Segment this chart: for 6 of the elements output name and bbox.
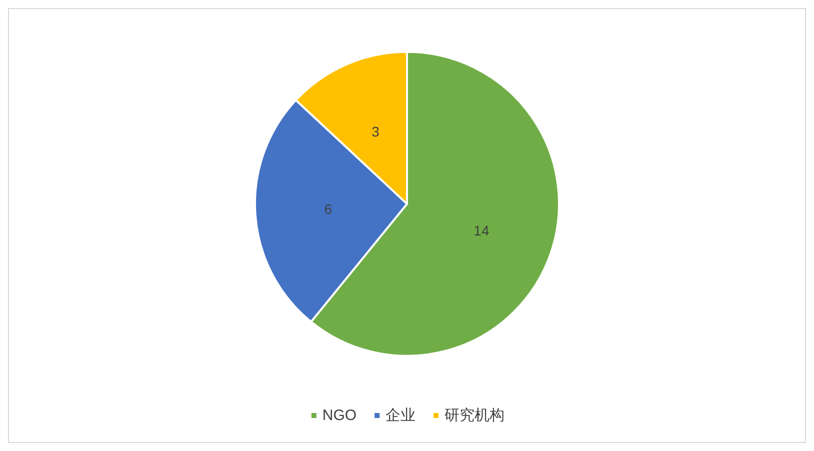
legend-label: 研究机构 [444, 407, 505, 424]
legend-label: 企业 [386, 407, 416, 424]
data-label: 3 [372, 123, 380, 140]
legend-label: NGO [322, 407, 357, 424]
data-label: 6 [324, 201, 332, 218]
data-label: 14 [474, 222, 490, 238]
